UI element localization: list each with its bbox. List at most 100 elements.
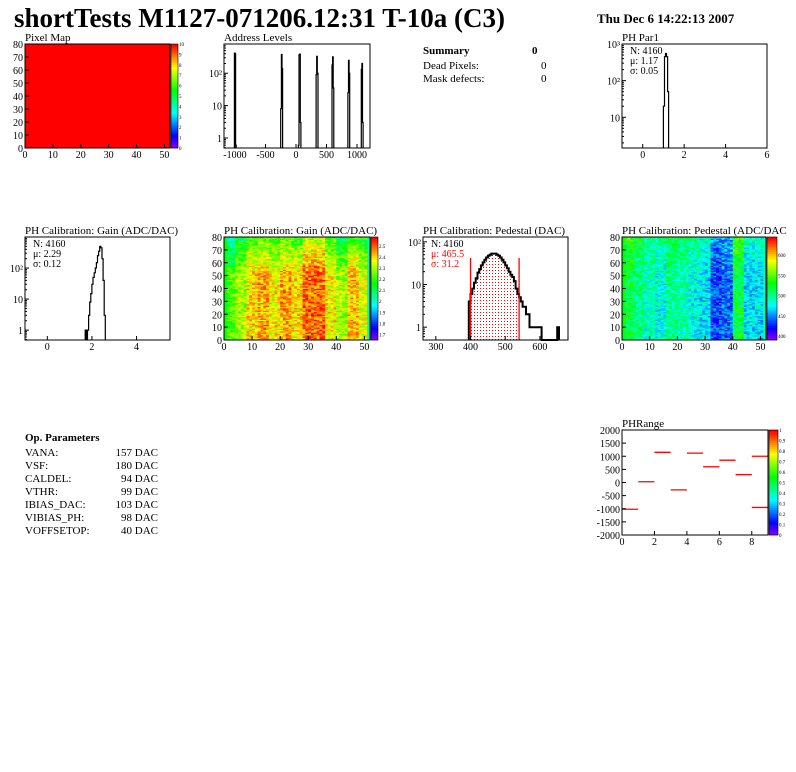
- heatmap-cell: [130, 66, 135, 68]
- heatmap-cell: [89, 77, 93, 80]
- x-tick-label: 50: [159, 150, 169, 161]
- heatmap-cell: [100, 124, 104, 127]
- heatmap-cell: [91, 47, 96, 50]
- heatmap-cell: [25, 101, 29, 103]
- heatmap-cell: [232, 327, 236, 329]
- heatmap-cell: [94, 46, 98, 49]
- heatmap-cell: [86, 60, 90, 63]
- heatmap-cell: [133, 107, 137, 110]
- heatmap-cell: [58, 105, 62, 107]
- heatmap-cell: [153, 55, 157, 58]
- heatmap-cell: [128, 118, 132, 120]
- heatmap-cell: [94, 116, 98, 119]
- heatmap-cell: [232, 244, 236, 247]
- heatmap-cell: [33, 97, 37, 99]
- heatmap-cell: [52, 59, 57, 62]
- heatmap-cell: [52, 90, 57, 93]
- heatmap-cell: [52, 89, 57, 92]
- heatmap-cell: [117, 60, 121, 63]
- heatmap-cell: [55, 99, 59, 102]
- heatmap-cell: [142, 131, 146, 133]
- heatmap-cell: [153, 122, 157, 124]
- heatmap-cell: [240, 239, 245, 242]
- color-bar-cell: [171, 102, 178, 105]
- heatmap-cell: [156, 50, 160, 53]
- heatmap-cell: [69, 84, 73, 86]
- heatmap-cell: [91, 79, 96, 81]
- heatmap-cell: [153, 49, 157, 51]
- heatmap-cell: [167, 107, 171, 110]
- heatmap-cell: [117, 57, 121, 59]
- heatmap-cell: [30, 83, 34, 85]
- heatmap-cell: [47, 92, 51, 94]
- heatmap-cell: [158, 47, 163, 50]
- heatmap-cell: [38, 118, 43, 120]
- heatmap-cell: [108, 135, 112, 137]
- heatmap-cell: [91, 106, 96, 109]
- heatmap-cell: [52, 67, 57, 70]
- heatmap-cell: [47, 140, 51, 142]
- heatmap-cell: [226, 301, 231, 304]
- heatmap-cell: [66, 123, 71, 125]
- heatmap-cell: [150, 80, 154, 83]
- heatmap-cell: [64, 111, 68, 114]
- heatmap-cell: [103, 55, 107, 58]
- heatmap-cell: [47, 96, 51, 98]
- heatmap-cell: [122, 110, 126, 112]
- heatmap-cell: [150, 129, 154, 132]
- heatmap-cell: [114, 135, 118, 137]
- heatmap-cell: [89, 49, 93, 51]
- heatmap-cell: [80, 50, 84, 53]
- heatmap-cell: [58, 77, 62, 80]
- heatmap-cell: [27, 66, 31, 68]
- heatmap-cell: [117, 114, 121, 116]
- heatmap-cell: [133, 132, 137, 135]
- histogram-peak: [233, 52, 237, 148]
- heatmap-cell: [91, 92, 96, 94]
- heatmap-cell: [139, 120, 143, 123]
- heatmap-cell: [147, 103, 151, 106]
- heatmap-cell: [33, 58, 37, 60]
- heatmap-cell: [36, 86, 40, 89]
- heatmap-cell: [128, 123, 132, 125]
- heatmap-cell: [47, 125, 51, 128]
- heatmap-cell: [75, 60, 79, 63]
- heatmap-cell: [86, 88, 90, 90]
- heatmap-cell: [111, 98, 115, 101]
- heatmap-cell: [232, 334, 236, 337]
- heatmap-cell: [147, 71, 151, 73]
- heatmap-cell: [158, 70, 163, 72]
- heatmap-cell: [69, 59, 73, 62]
- heatmap-cell: [103, 75, 107, 77]
- heatmap-cell: [97, 115, 101, 118]
- heatmap-cell: [161, 101, 165, 103]
- heatmap-cell: [167, 70, 171, 72]
- heatmap-cell: [80, 111, 84, 114]
- heatmap-cell: [72, 73, 76, 76]
- heatmap-cell: [111, 86, 115, 89]
- heatmap-cell: [69, 58, 73, 60]
- heatmap-cell: [38, 116, 43, 119]
- heatmap-cell: [75, 66, 79, 68]
- heatmap-cell: [142, 90, 146, 93]
- heatmap-cell: [232, 256, 236, 258]
- heatmap-cell: [130, 75, 135, 77]
- heatmap-cell: [105, 71, 110, 73]
- heatmap-cell: [52, 144, 57, 146]
- heatmap-cell: [52, 47, 57, 50]
- heatmap-cell: [224, 316, 228, 319]
- heatmap-cell: [158, 133, 163, 136]
- heatmap-cell: [117, 86, 121, 89]
- heatmap-cell: [150, 116, 154, 119]
- heatmap-cell: [144, 140, 149, 142]
- heatmap-cell: [103, 106, 107, 109]
- heatmap-cell: [103, 72, 107, 75]
- heatmap-cell: [229, 255, 233, 257]
- heatmap-cell: [41, 111, 45, 114]
- heatmap-cell: [38, 50, 43, 53]
- heatmap-cell: [58, 89, 62, 92]
- heatmap-cell: [44, 145, 48, 148]
- heatmap-cell: [25, 140, 29, 142]
- heatmap-cell: [66, 138, 71, 141]
- heatmap-cell: [44, 141, 48, 144]
